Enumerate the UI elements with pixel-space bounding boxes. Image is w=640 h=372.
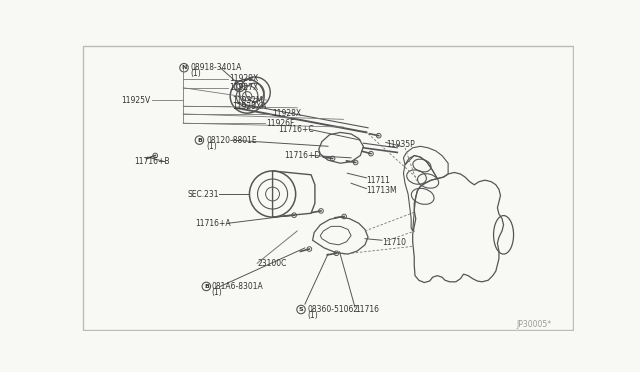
Text: 11926F: 11926F [266, 119, 295, 128]
Text: 11928X: 11928X [273, 109, 301, 118]
Text: B: B [204, 284, 209, 289]
Text: 08918-3401A: 08918-3401A [190, 63, 241, 72]
Text: 11716+C: 11716+C [278, 125, 314, 134]
Text: B: B [197, 138, 202, 142]
Text: 11927X: 11927X [230, 83, 259, 92]
Text: 11932M: 11932M [232, 96, 262, 105]
Text: 08360-51062: 08360-51062 [307, 305, 358, 314]
Text: 11929X: 11929X [230, 74, 259, 83]
Text: S: S [299, 307, 303, 312]
Text: 23100C: 23100C [257, 259, 287, 268]
Text: 11716+D: 11716+D [284, 151, 321, 160]
Text: (1): (1) [307, 311, 318, 320]
Text: SEC.231: SEC.231 [188, 189, 220, 199]
Text: 11935P: 11935P [386, 140, 415, 149]
Text: 11929XA: 11929XA [232, 102, 266, 111]
Text: 11710: 11710 [382, 238, 406, 247]
Text: 11713M: 11713M [367, 186, 397, 195]
Text: 11925V: 11925V [122, 96, 151, 105]
Text: 08120-8801E: 08120-8801E [206, 136, 257, 145]
Text: (1): (1) [206, 142, 217, 151]
Text: N: N [181, 65, 187, 70]
Text: 11716: 11716 [355, 305, 379, 314]
Text: 11716+A: 11716+A [196, 219, 231, 228]
Text: 11711: 11711 [367, 176, 390, 185]
Text: JP30005*: JP30005* [516, 320, 551, 330]
Text: (1): (1) [190, 70, 201, 78]
Text: 081A6-8301A: 081A6-8301A [212, 282, 264, 291]
Text: 11716+B: 11716+B [134, 157, 170, 166]
Text: (1): (1) [212, 288, 223, 297]
